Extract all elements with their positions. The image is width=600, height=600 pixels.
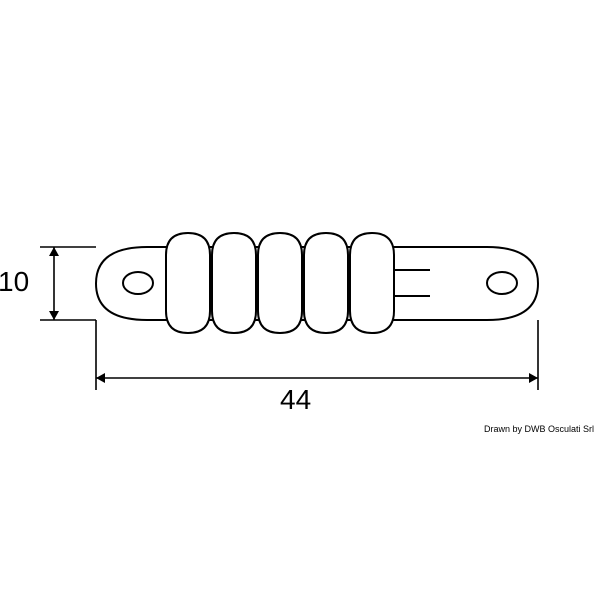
technical-drawing bbox=[0, 0, 600, 600]
dimension-height-value: 10 bbox=[0, 266, 29, 298]
dimension-length-value: 44 bbox=[280, 384, 311, 416]
image-credit: Drawn by DWB Osculati Srl bbox=[484, 424, 594, 434]
